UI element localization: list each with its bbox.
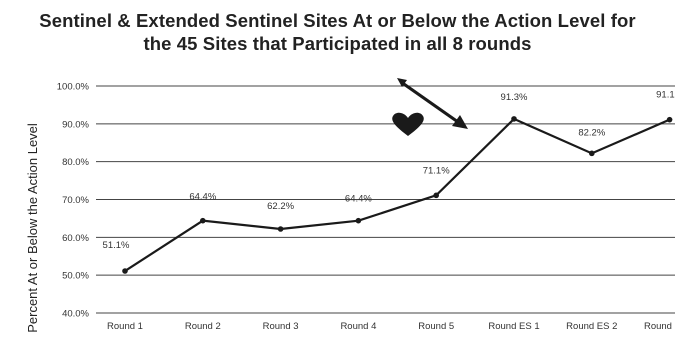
y-axis-ticks: 40.0% 50.0% 60.0% 70.0% 80.0% 90.0% 100.0% bbox=[57, 82, 90, 320]
gridlines bbox=[96, 85, 675, 314]
x-tick-label: Round 3 bbox=[263, 321, 299, 332]
heart-icon bbox=[392, 112, 424, 136]
series-polyline bbox=[124, 117, 671, 272]
x-tick-label: Round 4 bbox=[340, 321, 376, 332]
data-point bbox=[355, 217, 362, 224]
data-point bbox=[666, 116, 673, 123]
y-tick-label: 70.0% bbox=[62, 195, 89, 206]
arrow-icon bbox=[397, 78, 468, 129]
data-labels: 51.1% 64.4% 62.2% 64.4% 71.1% 91.3% 82.2% 91.1% bbox=[103, 90, 675, 251]
x-tick-label: Round ES 3 bbox=[644, 321, 675, 332]
x-tick-label: Round 2 bbox=[185, 321, 221, 332]
y-tick-label: 40.0% bbox=[62, 309, 89, 320]
data-label: 91.1% bbox=[656, 90, 675, 101]
y-tick-label: 90.0% bbox=[62, 119, 89, 130]
data-point bbox=[277, 226, 284, 232]
x-tick-label: Round ES 2 bbox=[566, 321, 617, 332]
data-label: 82.2% bbox=[578, 127, 605, 138]
y-tick-label: 100.0% bbox=[57, 82, 90, 93]
x-tick-label: Round ES 1 bbox=[488, 321, 539, 332]
data-label: 91.3% bbox=[501, 92, 528, 103]
x-tick-label: Round 5 bbox=[418, 321, 454, 332]
chart-title-line-2: the 45 Sites that Participated in all 8 … bbox=[143, 33, 532, 54]
y-axis-label: Percent At or Below the Action Level bbox=[25, 123, 40, 333]
data-point bbox=[433, 192, 440, 199]
data-label: 51.1% bbox=[103, 240, 130, 251]
series-line bbox=[122, 116, 673, 274]
x-tick-label: Round 1 bbox=[107, 321, 143, 332]
data-point bbox=[589, 150, 595, 157]
data-point bbox=[122, 268, 128, 274]
x-axis-ticks: Round 1 Round 2 Round 3 Round 4 Round 5 Round… bbox=[107, 321, 675, 332]
data-label: 62.2% bbox=[267, 201, 294, 212]
data-label: 64.4% bbox=[345, 194, 372, 205]
chart-title-line-1: Sentinel & Extended Sentinel Sites At or… bbox=[39, 10, 636, 31]
data-point bbox=[200, 217, 206, 224]
data-label: 64.4% bbox=[189, 192, 216, 203]
y-tick-label: 80.0% bbox=[62, 157, 89, 168]
y-tick-label: 50.0% bbox=[62, 271, 89, 282]
data-label: 71.1% bbox=[423, 165, 450, 176]
data-point bbox=[511, 116, 517, 122]
y-tick-label: 60.0% bbox=[62, 233, 89, 244]
